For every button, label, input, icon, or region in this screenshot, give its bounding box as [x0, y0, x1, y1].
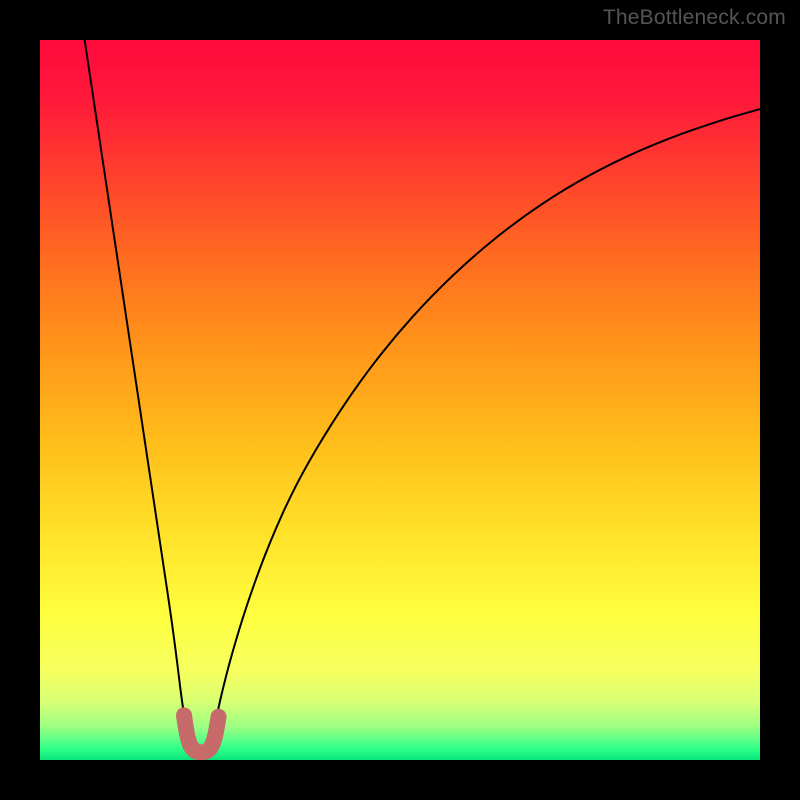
bottleneck-plot — [0, 0, 800, 800]
bottleneck-figure: TheBottleneck.com — [0, 0, 800, 800]
source-watermark: TheBottleneck.com — [603, 6, 786, 30]
gradient-background — [40, 40, 760, 760]
